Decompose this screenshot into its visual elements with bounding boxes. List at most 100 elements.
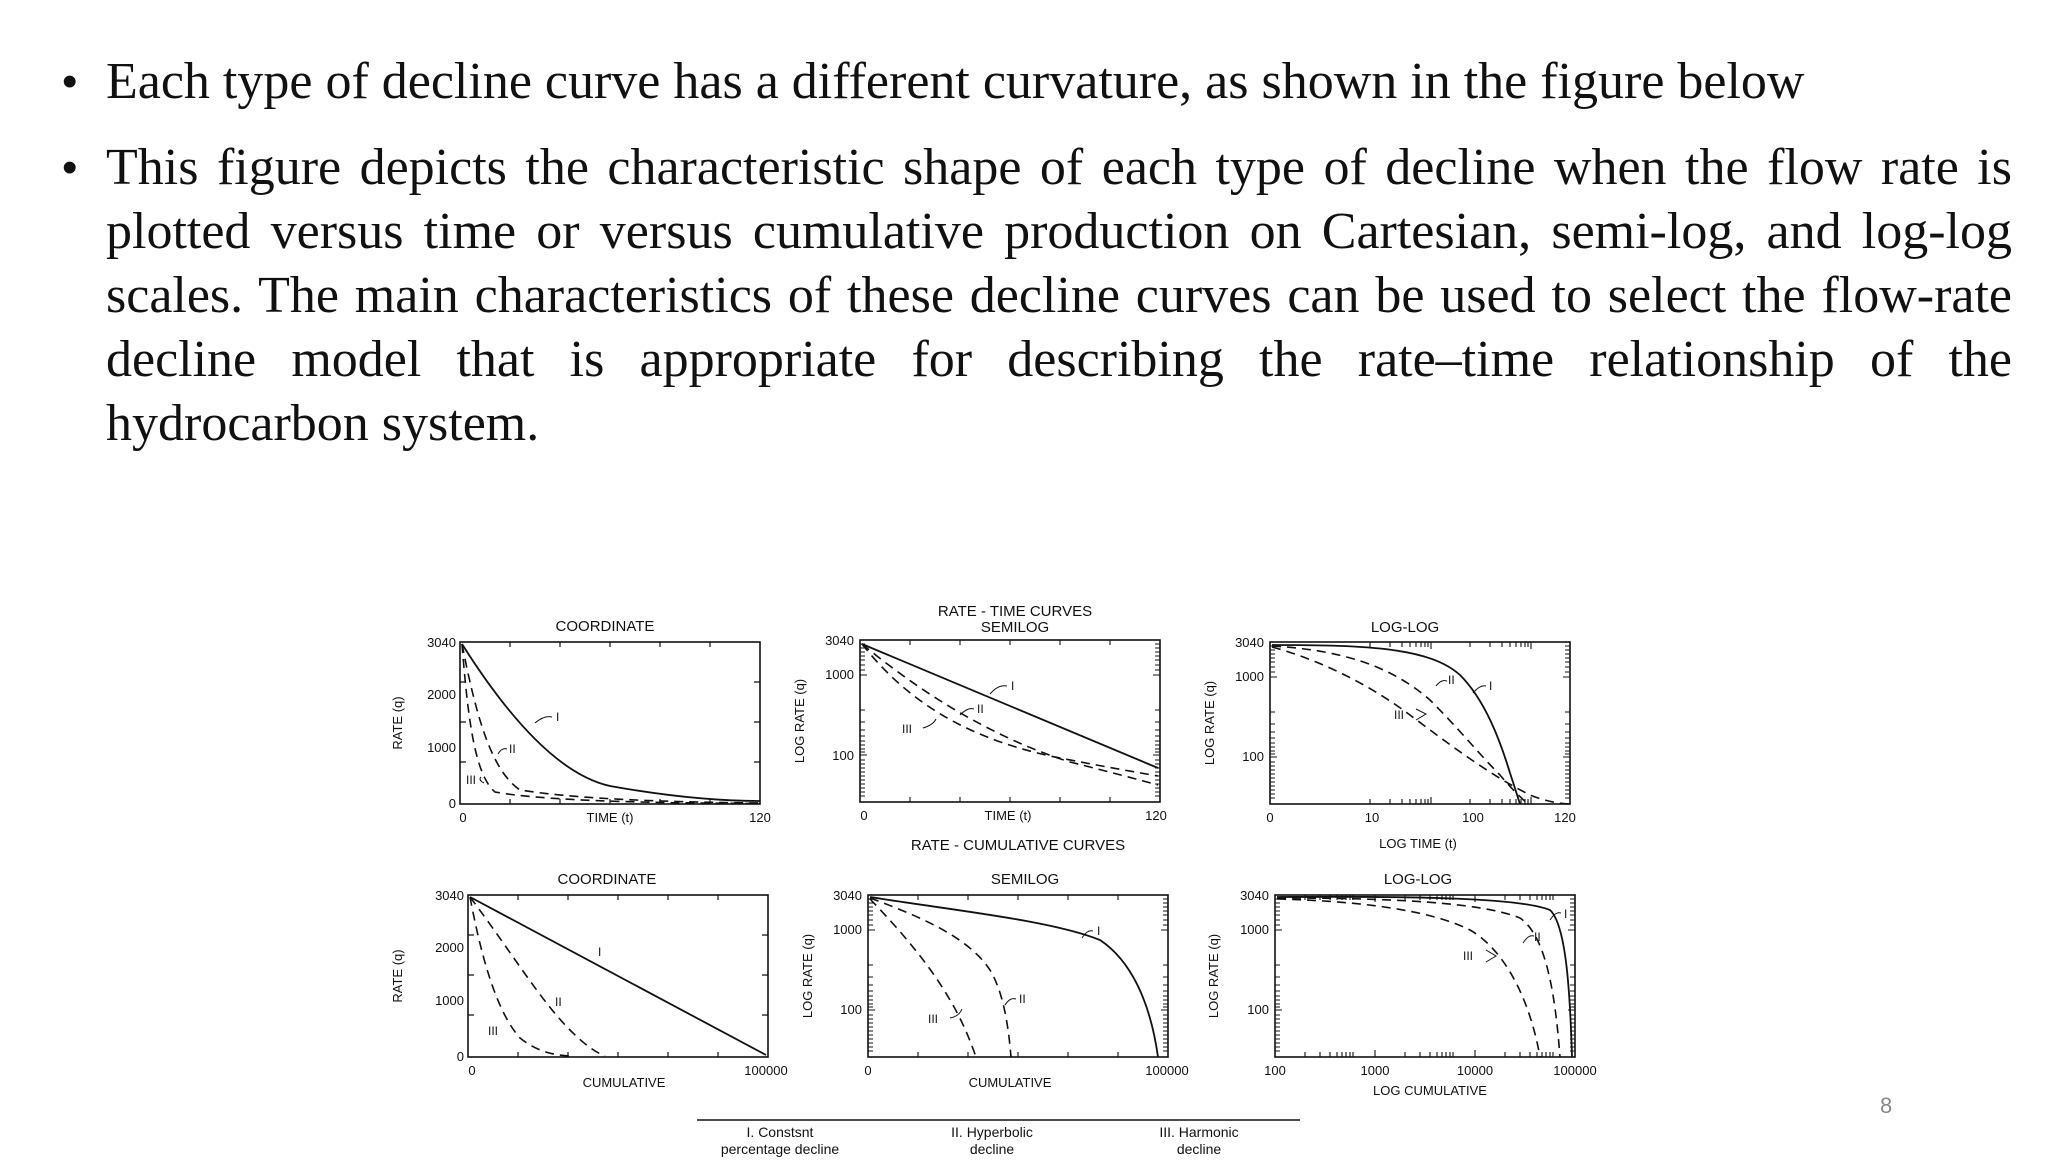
x-tick-label: 120 bbox=[1554, 810, 1576, 825]
curve-label-II: II bbox=[1534, 930, 1541, 944]
bullet-text: This figure depicts the characteristic s… bbox=[106, 139, 2012, 452]
y-tick-label: 2000 bbox=[427, 687, 456, 702]
curve-label-III: III bbox=[1463, 949, 1473, 963]
plot-frame bbox=[459, 641, 761, 805]
figure-legend: I. Constsnt percentage decline II. Hyper… bbox=[697, 1119, 1300, 1157]
bullet-item: • Each type of decline curve has a diffe… bbox=[62, 50, 2012, 114]
curve-I bbox=[469, 896, 767, 1056]
curve-II bbox=[1271, 645, 1529, 805]
x-tick-label: 0 bbox=[860, 808, 867, 823]
page-number: 8 bbox=[1880, 1093, 1893, 1118]
bullet-item: • This figure depicts the characteristic… bbox=[62, 136, 2012, 456]
curve-label-III: III bbox=[902, 722, 912, 736]
decline-curves-svg: RATE - TIME CURVES RATE - CUMULATIVE CUR… bbox=[390, 603, 1597, 1157]
y-tick-label: 3040 bbox=[825, 633, 854, 648]
x-tick-label: 120 bbox=[1145, 808, 1167, 823]
curve-III bbox=[869, 898, 977, 1058]
y-tick-label: 1000 bbox=[825, 667, 854, 682]
callout-line bbox=[959, 708, 975, 716]
curve-II bbox=[869, 897, 1012, 1058]
x-axis-label: LOG CUMULATIVE bbox=[1373, 1083, 1487, 1098]
x-tick-label: 120 bbox=[749, 810, 771, 825]
y-tick-label: 100 bbox=[1247, 1002, 1269, 1017]
callout-line bbox=[989, 685, 1008, 695]
curve-III bbox=[1271, 646, 1571, 805]
curve-label-II: II bbox=[1019, 992, 1026, 1006]
curve-label-III: III bbox=[1394, 708, 1404, 722]
curve-label-II: II bbox=[509, 742, 516, 756]
panel-title: COORDINATE bbox=[558, 871, 657, 888]
y-tick-label: 2000 bbox=[435, 940, 464, 955]
y-tick-label: 3040 bbox=[1235, 635, 1264, 650]
curve-label-II: II bbox=[555, 995, 562, 1009]
callout-line bbox=[1522, 935, 1535, 944]
tick-marks bbox=[1275, 895, 1575, 1057]
panel-title: LOG-LOG bbox=[1384, 871, 1452, 888]
y-axis-label: LOG RATE (q) bbox=[800, 934, 815, 1018]
y-tick-label: 100 bbox=[1242, 749, 1264, 764]
x-tick-label: 0 bbox=[1266, 810, 1273, 825]
y-tick-label: 100 bbox=[840, 1002, 862, 1017]
y-tick-label: 3040 bbox=[435, 888, 464, 903]
y-tick-label: 3040 bbox=[833, 888, 862, 903]
y-axis-label: RATE (q) bbox=[390, 949, 405, 1002]
x-tick-label: 1000 bbox=[1361, 1063, 1390, 1078]
y-axis-label: LOG RATE (q) bbox=[1206, 934, 1221, 1018]
curve-I bbox=[1276, 895, 1573, 1058]
curve-label-II: II bbox=[977, 702, 984, 716]
panel-time-semilog: SEMILOG 3040 1000 100 0 120 TIME (t) LOG… bbox=[792, 619, 1167, 823]
panel-time-coordinate: COORDINATE 3040 2000 1000 0 0 120 TIME (… bbox=[390, 618, 771, 825]
y-axis-label: RATE (q) bbox=[390, 696, 405, 749]
x-tick-label: 100000 bbox=[744, 1063, 787, 1078]
y-tick-label: 100 bbox=[832, 748, 854, 763]
legend-item-III: III. Harmonic bbox=[1159, 1124, 1238, 1140]
group-title-time: RATE - TIME CURVES bbox=[938, 603, 1092, 620]
curve-III bbox=[461, 643, 761, 805]
curve-II bbox=[461, 643, 761, 804]
y-tick-label: 1000 bbox=[833, 922, 862, 937]
panel-title: COORDINATE bbox=[556, 618, 655, 635]
callout-line bbox=[1549, 912, 1562, 921]
x-axis-label: CUMULATIVE bbox=[583, 1075, 666, 1090]
x-tick-label: 100000 bbox=[1553, 1063, 1596, 1078]
curve-label-III: III bbox=[466, 773, 476, 787]
curve-label-I: I bbox=[598, 945, 601, 959]
callout-line bbox=[949, 1008, 963, 1019]
curve-label-I: I bbox=[556, 710, 559, 724]
x-tick-label: 100000 bbox=[1145, 1063, 1188, 1078]
curve-II bbox=[861, 643, 1159, 786]
curve-III bbox=[861, 643, 1159, 777]
x-axis-label: CUMULATIVE bbox=[969, 1075, 1052, 1090]
panel-title: LOG-LOG bbox=[1371, 619, 1439, 636]
callout-line bbox=[479, 776, 485, 784]
y-tick-label: 0 bbox=[457, 1049, 464, 1064]
legend-item-II-line2: decline bbox=[970, 1141, 1015, 1157]
group-title-cumulative: RATE - CUMULATIVE CURVES bbox=[911, 837, 1125, 854]
bullet-dot-icon: • bbox=[62, 143, 78, 192]
curve-I bbox=[869, 896, 1159, 1058]
curve-label-I: I bbox=[1564, 907, 1567, 921]
decline-curves-figure: RATE - TIME CURVES RATE - CUMULATIVE CUR… bbox=[370, 590, 1630, 1160]
x-axis-label: LOG TIME (t) bbox=[1379, 836, 1457, 851]
bullet-list: • Each type of decline curve has a diffe… bbox=[62, 50, 2012, 478]
callout-line bbox=[1004, 998, 1017, 1006]
curve-II bbox=[469, 896, 606, 1057]
panel-title: SEMILOG bbox=[991, 871, 1059, 888]
callout-line bbox=[1435, 680, 1448, 687]
tick-marks bbox=[860, 640, 1160, 802]
x-tick-label: 0 bbox=[459, 810, 466, 825]
callout-line bbox=[1415, 708, 1428, 721]
y-tick-label: 1000 bbox=[427, 740, 456, 755]
callout-line bbox=[534, 716, 553, 724]
plot-frame bbox=[1269, 641, 1571, 805]
curve-III bbox=[1276, 898, 1541, 1058]
callout-line bbox=[497, 748, 508, 755]
curve-label-II: II bbox=[1448, 673, 1455, 687]
callout-line bbox=[1472, 685, 1487, 694]
x-tick-label: 0 bbox=[864, 1063, 871, 1078]
legend-item-III-line2: decline bbox=[1177, 1141, 1222, 1157]
curve-II bbox=[1276, 897, 1561, 1058]
callout-line bbox=[1485, 949, 1497, 963]
bullet-text: Each type of decline curve has a differe… bbox=[106, 53, 1805, 110]
panel-cumulative-loglog: LOG-LOG 3040 1000 100 100 1000 10000 100… bbox=[1206, 871, 1597, 1098]
